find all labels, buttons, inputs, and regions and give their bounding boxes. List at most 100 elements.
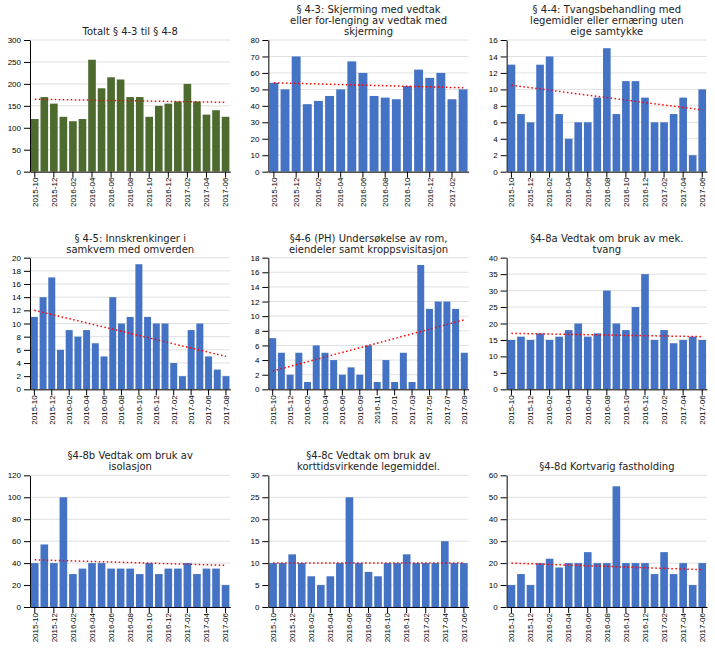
tick-label: 2017-02 (183, 612, 192, 642)
title-line: §4-8b Vedtak om bruk av (68, 450, 193, 461)
tick-label: 2016-04 (336, 177, 345, 207)
tick-label: 0 (493, 603, 498, 612)
tick-label: 2017-06 (204, 395, 213, 425)
tick-mark (51, 389, 52, 395)
tick-mark (24, 258, 30, 259)
tick-label: 60 (489, 471, 498, 480)
tick-mark (24, 350, 30, 351)
bar (425, 78, 434, 172)
bar (689, 337, 697, 390)
tick-label: 2015-10 (507, 612, 516, 642)
x-tick: 2016-10 (622, 389, 631, 424)
tick-mark (262, 345, 268, 346)
bar (31, 563, 39, 607)
bar (109, 297, 116, 389)
tick-label: 2016-06 (338, 395, 347, 425)
x-tick: 2016-04 (336, 172, 345, 207)
tick-mark (262, 331, 268, 332)
bar (88, 60, 96, 172)
tick-label: 2016-10 (145, 177, 154, 207)
tick-label: 2017-06 (221, 612, 230, 642)
bar (555, 337, 563, 390)
y-tick: 10 (489, 581, 507, 590)
tick-mark (24, 475, 30, 476)
bar (279, 563, 287, 607)
x-tick: 2015-12 (526, 172, 535, 207)
tick-mark (24, 519, 30, 520)
tick-mark (501, 122, 507, 123)
tick-mark (24, 297, 30, 298)
grid-line (507, 40, 707, 41)
bar (393, 563, 401, 607)
grid-line (268, 519, 468, 520)
tick-mark (412, 389, 413, 395)
bar (613, 114, 621, 172)
bar (278, 353, 285, 390)
tick-mark (530, 389, 531, 395)
tick-label: 50 (250, 85, 259, 94)
tick-label: 2016-02 (314, 177, 323, 207)
axis-line (268, 476, 269, 608)
tick-label: 2016-08 (364, 612, 373, 642)
bar (593, 98, 601, 172)
tick-mark (664, 389, 665, 395)
bar (370, 96, 379, 172)
tick-label: 20 (12, 581, 21, 590)
bar (196, 324, 203, 390)
tick-label: 40 (250, 102, 259, 111)
bar (632, 81, 640, 172)
tick-mark (606, 607, 607, 613)
subplot: 010203040506070802015-102015-122016-0220… (250, 4, 469, 207)
bar (92, 343, 99, 389)
tick-mark (501, 56, 507, 57)
axis-line (507, 476, 508, 608)
bar (546, 340, 554, 389)
y-tick: 0 (493, 168, 506, 177)
bar (536, 65, 544, 172)
tick-label: 2016-04 (88, 177, 97, 207)
x-tick: 2016-04 (88, 172, 97, 207)
bar (422, 563, 430, 607)
x-tick: 2015-10 (507, 172, 516, 207)
bar (107, 77, 115, 171)
tick-mark (34, 172, 35, 178)
tick-mark (501, 155, 507, 156)
tick-mark (318, 172, 319, 178)
tick-mark (262, 172, 268, 173)
tick-label: 2015-12 (48, 395, 57, 425)
title: §4-6 (PH) Undersøkelse av rom,eiendeler … (289, 233, 448, 255)
y-tick: 20 (12, 254, 30, 263)
bar (162, 324, 169, 390)
tick-mark (362, 172, 363, 178)
bar (88, 563, 96, 607)
tick-mark (606, 389, 607, 395)
trend-line (35, 560, 226, 565)
tick-label: 16 (250, 268, 259, 277)
tick-label: 2015-12 (526, 395, 535, 425)
tick-label: 2016-08 (603, 612, 612, 642)
x-tick: 2016-10 (145, 607, 154, 642)
bar (641, 563, 649, 607)
trend-line (34, 310, 226, 356)
x-tick: 2016-02 (69, 172, 78, 207)
y-tick: 12 (489, 69, 507, 78)
trend-line (511, 85, 702, 110)
x-axis: 2015-102015-122016-022016-042016-062016-… (30, 389, 231, 424)
subplot: 0204060801001202015-102015-122016-022016… (8, 450, 231, 642)
x-axis: 2015-102015-122016-022016-042016-062016-… (507, 607, 707, 642)
y-axis: 051015202530 (250, 471, 268, 612)
x-tick: 2017-06 (221, 172, 230, 207)
x-axis: 2015-102015-122016-022016-042016-062016-… (31, 607, 231, 642)
tick-mark (444, 607, 445, 613)
x-axis: 2015-102015-122016-022016-042016-062016-… (31, 172, 231, 207)
tick-mark (53, 607, 54, 613)
y-axis: 0246810121416 (489, 36, 507, 177)
tick-label: 14 (250, 283, 259, 292)
bar (622, 330, 630, 389)
bar (660, 330, 668, 389)
title-line: eller for-lenging av vedtak med (290, 15, 447, 26)
y-tick: 70 (250, 53, 268, 62)
grid-line (30, 257, 230, 258)
title-line: tvang (593, 244, 622, 255)
tick-mark (24, 363, 30, 364)
